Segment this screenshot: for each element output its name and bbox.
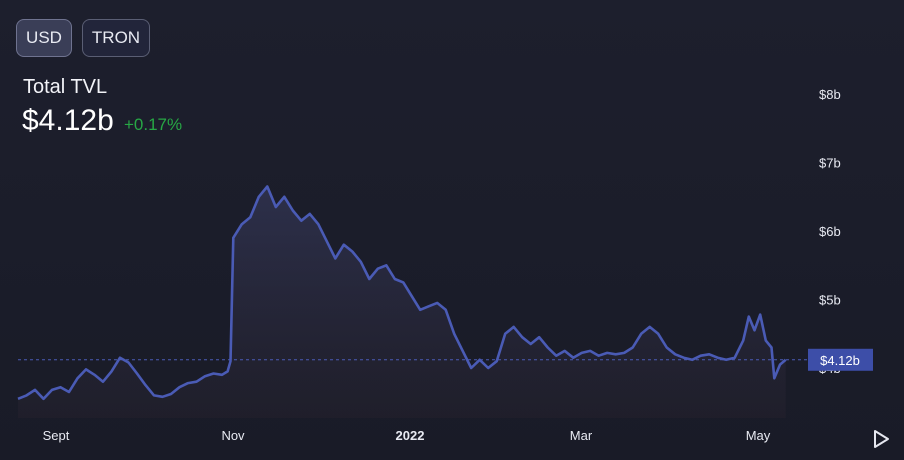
tron-toggle-button[interactable]: TRON (82, 19, 150, 57)
y-tick-label: $8b (819, 87, 841, 102)
total-tvl-value: $4.12b (22, 104, 114, 137)
x-tick-label: 2022 (396, 428, 425, 443)
current-value-label: $4.12b (820, 353, 860, 368)
x-tick-label: Sept (43, 428, 70, 443)
tvl-change-percent: +0.17% (124, 115, 183, 134)
play-icon[interactable] (870, 428, 892, 450)
y-tick-label: $7b (819, 156, 841, 171)
x-tick-label: May (746, 428, 771, 443)
y-tick-label: $6b (819, 224, 841, 239)
current-value-badge (808, 348, 873, 371)
tvl-series-line (17, 185, 787, 401)
tvl-area-fill (18, 186, 786, 418)
total-tvl-label: Total TVL (23, 76, 108, 98)
x-tick-label: Mar (570, 428, 593, 443)
y-tick-label: $5b (819, 293, 841, 308)
x-tick-label: Nov (221, 428, 245, 443)
usd-toggle-button[interactable]: USD (16, 19, 72, 57)
